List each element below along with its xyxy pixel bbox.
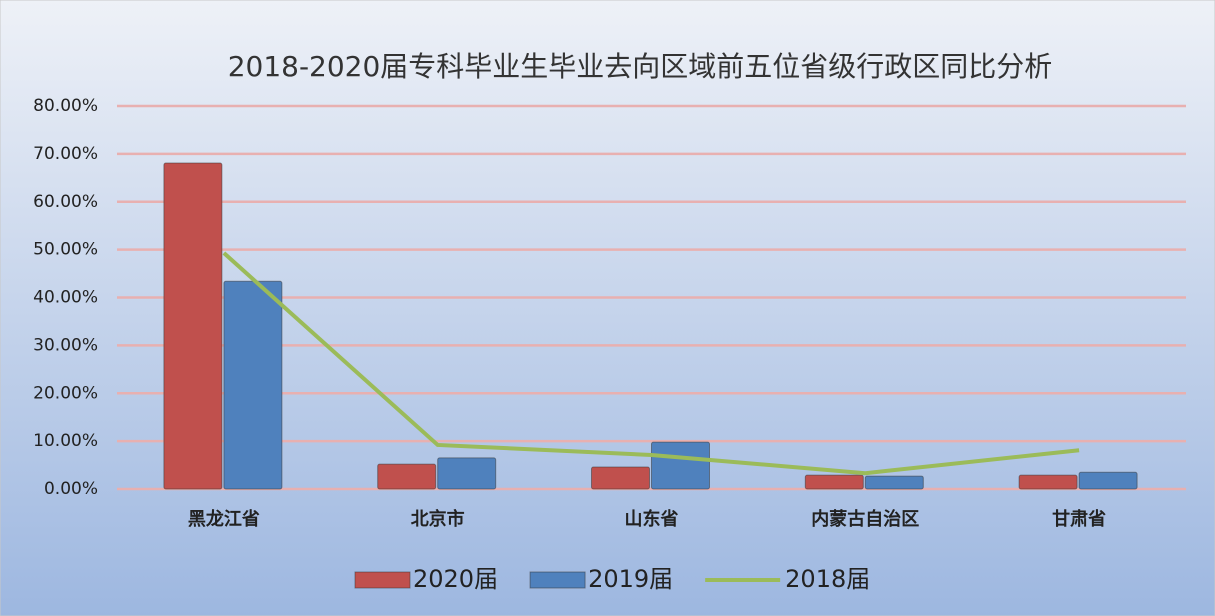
y-tick-label: 60.00% bbox=[33, 192, 98, 212]
bar bbox=[1078, 471, 1138, 490]
x-tick-label: 北京市 bbox=[411, 508, 465, 530]
legend-label: 2018届 bbox=[785, 565, 870, 593]
legend-swatch bbox=[354, 571, 411, 589]
legend-swatch bbox=[529, 571, 586, 589]
y-tick-label: 0.00% bbox=[44, 479, 98, 499]
bar bbox=[377, 463, 437, 490]
y-tick-label: 40.00% bbox=[33, 288, 98, 308]
legend-label: 2020届 bbox=[413, 565, 498, 593]
bar bbox=[864, 475, 924, 490]
bar bbox=[437, 457, 497, 490]
y-tick-label: 80.00% bbox=[33, 96, 98, 116]
line bbox=[222, 251, 1080, 476]
y-tick-label: 20.00% bbox=[33, 383, 98, 403]
y-tick-label: 30.00% bbox=[33, 335, 98, 355]
bar bbox=[223, 280, 283, 490]
legend-label: 2019届 bbox=[588, 565, 673, 593]
y-tick-label: 50.00% bbox=[33, 240, 98, 260]
x-tick-label: 甘肃省 bbox=[1052, 508, 1106, 530]
y-tick-label: 70.00% bbox=[33, 144, 98, 164]
bar bbox=[591, 466, 650, 490]
x-tick-label: 黑龙江省 bbox=[188, 508, 260, 530]
bar bbox=[1018, 474, 1078, 490]
bar bbox=[651, 441, 710, 490]
y-tick-label: 10.00% bbox=[33, 431, 98, 451]
bar bbox=[804, 474, 864, 490]
x-tick-label: 内蒙古自治区 bbox=[811, 508, 919, 530]
x-tick-label: 山东省 bbox=[625, 508, 679, 530]
chart-title: 2018-2020届专科毕业生毕业去向区域前五位省级行政区同比分析 bbox=[228, 50, 1053, 83]
bar bbox=[163, 162, 223, 490]
